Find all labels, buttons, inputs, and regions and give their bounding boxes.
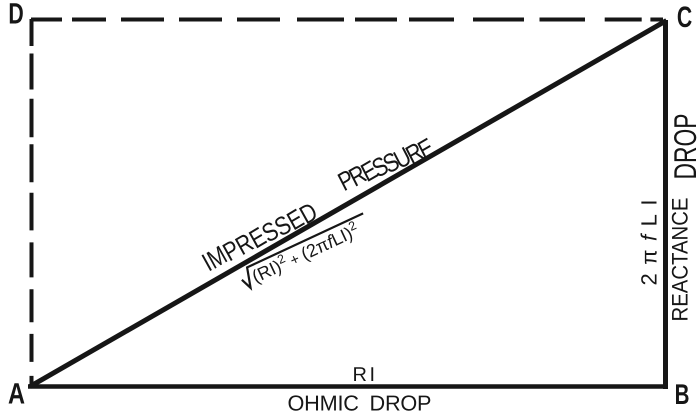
svg-text:PRESSURE: PRESSURE	[332, 130, 440, 198]
svg-text:REACTANCE: REACTANCE	[668, 198, 693, 322]
svg-text:B: B	[675, 379, 690, 411]
svg-text:C: C	[677, 1, 692, 34]
svg-text:D: D	[8, 0, 23, 31]
svg-text:DROP: DROP	[667, 114, 700, 180]
svg-text:RI: RI	[353, 364, 378, 386]
svg-text:2πfLI: 2πfLI	[637, 200, 662, 286]
svg-text:A: A	[8, 378, 25, 411]
svg-text:OHMIC DROP: OHMIC DROP	[288, 391, 432, 415]
